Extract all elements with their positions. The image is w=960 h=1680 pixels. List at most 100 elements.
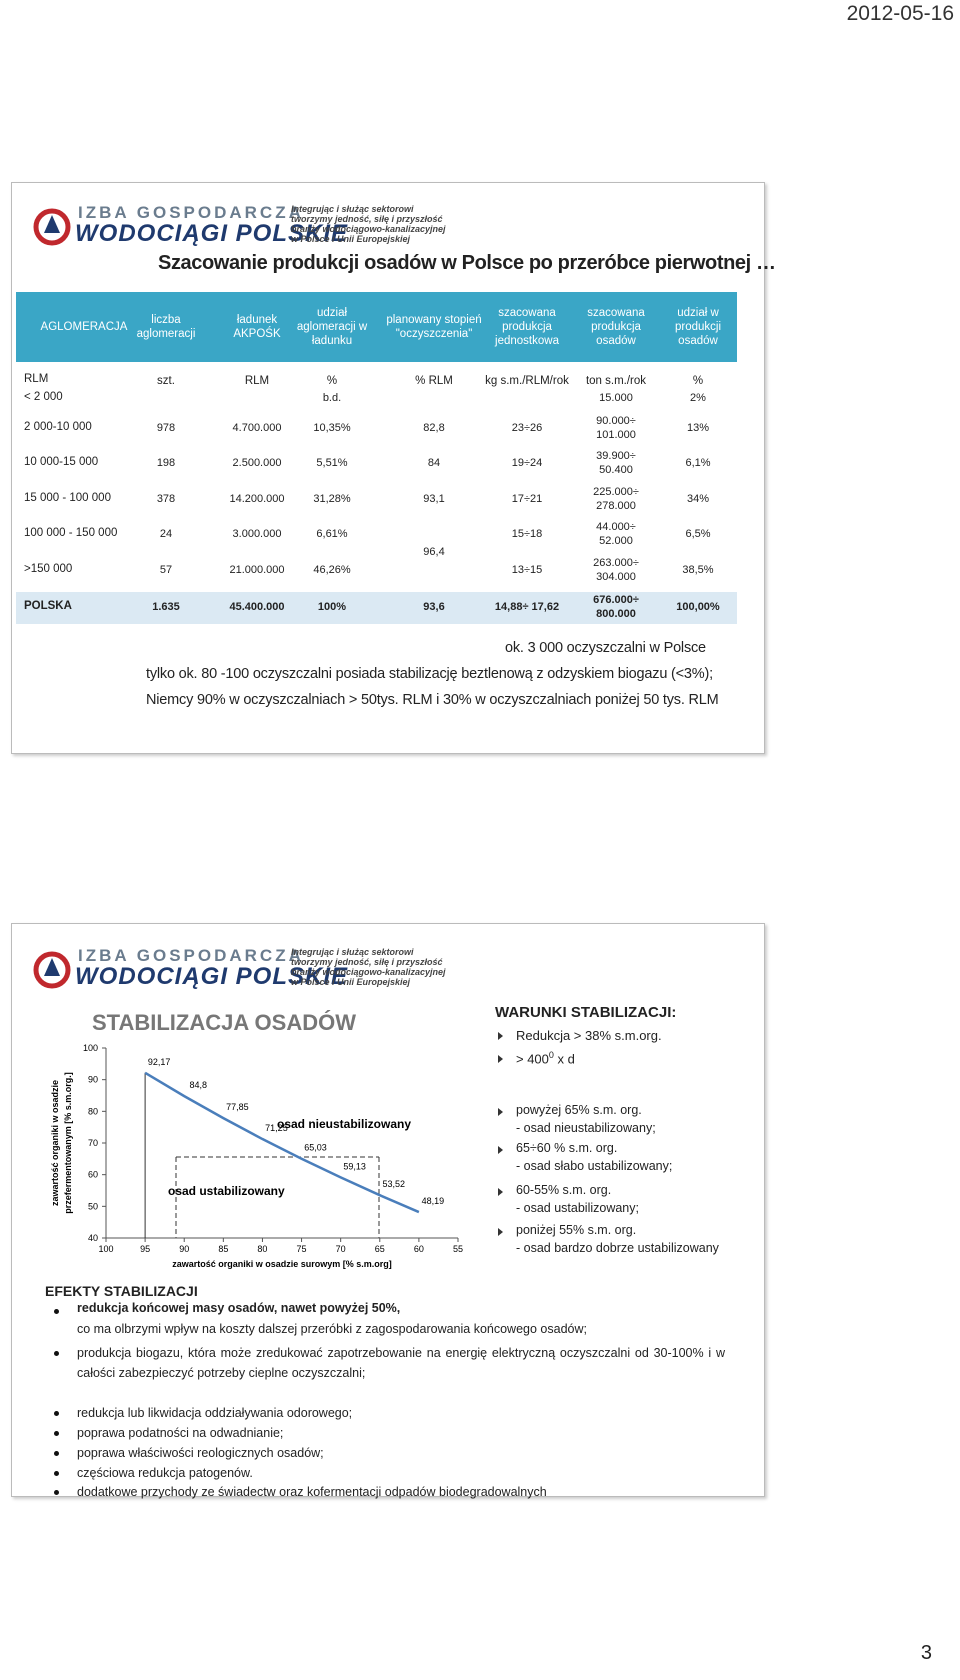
unit-cell: % bbox=[326, 375, 338, 387]
table-cell: 6,61% bbox=[316, 528, 348, 540]
row-label: 2 000-10 000 bbox=[24, 421, 92, 433]
table-header-cell: szacowana produkcja jednostkowa bbox=[495, 307, 559, 347]
bullet-arrow bbox=[498, 1146, 503, 1154]
table-cell: 15÷18 bbox=[511, 528, 543, 540]
table-cell: 14.200.000 bbox=[229, 493, 285, 505]
logo-tagline: tworzymy jedność, siłę i przyszłość bbox=[291, 957, 443, 967]
y-tick-label: 40 bbox=[88, 1233, 98, 1243]
logo-tagline-block: Integrując i służąc sektorowi tworzymy je… bbox=[291, 947, 446, 987]
table-cell: 23÷26 bbox=[511, 422, 543, 434]
condition-level: - osad słabo ustabilizowany; bbox=[516, 1159, 673, 1173]
bullet-dot bbox=[54, 1490, 59, 1495]
bullet-arrow bbox=[498, 1055, 503, 1063]
unit-cell: % bbox=[692, 375, 704, 387]
y-axis-label: zawartość organiki w osadzie bbox=[50, 1080, 60, 1206]
table-cell: 96,4 bbox=[423, 546, 445, 558]
table-cell: 17÷21 bbox=[511, 493, 543, 505]
x-tick-label: 90 bbox=[179, 1244, 189, 1254]
condition-text: x d bbox=[553, 1051, 575, 1067]
data-label: 59,13 bbox=[343, 1161, 366, 1171]
x-tick-label: 75 bbox=[297, 1244, 307, 1254]
x-tick-label: 80 bbox=[257, 1244, 267, 1254]
row-label: 10 000-15 000 bbox=[24, 456, 99, 468]
logo-tagline: branży wodociągowo-kanalizacyjnej bbox=[291, 224, 446, 234]
table-header-cell: udział w produkcji osadów bbox=[674, 307, 722, 347]
unit-cell: RLM bbox=[24, 373, 49, 385]
x-tick-label: 65 bbox=[375, 1244, 385, 1254]
condition-level: 65÷60 % s.m. org. bbox=[516, 1141, 618, 1155]
condition-level: poniżej 55% s.m. org. bbox=[516, 1223, 637, 1237]
table-cell: 45.400.000 bbox=[229, 601, 285, 613]
y-tick-label: 50 bbox=[88, 1201, 98, 1211]
x-tick-label: 95 bbox=[140, 1244, 150, 1254]
condition-level: powyżej 65% s.m. org. bbox=[516, 1103, 642, 1117]
unit-cell: szt. bbox=[157, 375, 175, 387]
date: 2012-05-16 bbox=[846, 2, 954, 25]
bullet-dot bbox=[54, 1309, 59, 1314]
table-cell: 100,00% bbox=[676, 601, 720, 613]
table-cell: 1.635 bbox=[152, 601, 180, 613]
bullet-dot bbox=[54, 1471, 59, 1476]
bullet-dot bbox=[54, 1451, 59, 1456]
table-cell: 38,5% bbox=[682, 564, 714, 576]
bullet-dot bbox=[54, 1411, 59, 1416]
logo-emblem bbox=[33, 951, 71, 989]
unit-cell: kg s.m./RLM/rok bbox=[485, 375, 569, 387]
data-label: 77,85 bbox=[226, 1102, 249, 1112]
data-label: 53,52 bbox=[383, 1179, 406, 1189]
table-cell: 93,1 bbox=[423, 493, 445, 505]
row-label: < 2 000 bbox=[24, 391, 63, 403]
data-label: 65,03 bbox=[304, 1143, 327, 1153]
table-cell: 4.700.000 bbox=[232, 422, 282, 434]
table-header-cell: udział aglomeracji w ładunku bbox=[296, 307, 368, 347]
table-cell: 6,1% bbox=[685, 457, 711, 469]
table-cell: 378 bbox=[156, 493, 176, 505]
y-tick-label: 60 bbox=[88, 1170, 98, 1180]
bullet-arrow bbox=[498, 1032, 503, 1040]
table-cell: 198 bbox=[156, 457, 176, 469]
x-tick-label: 55 bbox=[453, 1244, 463, 1254]
total-row-bg bbox=[16, 592, 737, 624]
table-cell: 44.000÷ 52.000 bbox=[596, 521, 636, 547]
logo-tagline: Integrując i służąc sektorowi bbox=[291, 204, 414, 214]
condition-item: > 4000 x d bbox=[516, 1050, 575, 1066]
effect-item: poprawa podatności na odwadnianie; bbox=[77, 1426, 284, 1440]
logo-line2: WODOCIĄGI POLSKIE bbox=[75, 220, 349, 247]
logo-tagline: w Polsce i Unii Europejskiej bbox=[291, 234, 411, 244]
table-cell: 84 bbox=[427, 457, 441, 469]
table-cell: 34% bbox=[686, 493, 710, 505]
logo-tagline: Integrując i służąc sektorowi bbox=[291, 947, 414, 957]
condition-level: - osad nieustabilizowany; bbox=[516, 1121, 656, 1135]
table-cell: 82,8 bbox=[423, 422, 445, 434]
condition-level: - osad ustabilizowany; bbox=[516, 1201, 639, 1215]
table-cell: 100% bbox=[317, 601, 347, 613]
x-tick-label: 85 bbox=[218, 1244, 228, 1254]
table-cell: 676.000÷ 800.000 bbox=[593, 594, 639, 620]
table-cell: 978 bbox=[156, 422, 176, 434]
y-tick-label: 80 bbox=[88, 1106, 98, 1116]
page-number: 3 bbox=[920, 1642, 932, 1664]
effect-item: dodatkowe przychody ze świadectw oraz ko… bbox=[77, 1485, 547, 1499]
y-tick-label: 100 bbox=[83, 1043, 98, 1053]
row-label: >150 000 bbox=[24, 563, 73, 575]
logo-line1: IZBA GOSPODARCZA bbox=[78, 946, 304, 965]
table-cell: 6,5% bbox=[685, 528, 711, 540]
effect-item: poprawa właściwości reologicznych osadów… bbox=[77, 1446, 324, 1460]
note: ok. 3 000 oczyszczalni w Polsce bbox=[505, 640, 706, 656]
line-series bbox=[144, 1071, 420, 1214]
unit-cell: % RLM bbox=[415, 375, 453, 387]
logo-tagline-block: Integrując i służąc sektorowi tworzymy je… bbox=[291, 204, 446, 244]
table-cell: 15.000 bbox=[599, 392, 633, 404]
table-cell: 39.900÷ 50.400 bbox=[596, 450, 636, 476]
table-header-cell: AGLOMERACJA bbox=[40, 321, 128, 333]
chart-title: STABILIZACJA OSADÓW bbox=[92, 1010, 356, 1035]
logo-emblem bbox=[33, 208, 71, 246]
table-cell: 21.000.000 bbox=[229, 564, 285, 576]
data-label: 84,8 bbox=[189, 1080, 207, 1090]
bullet-arrow bbox=[498, 1228, 503, 1236]
logo-line2: WODOCIĄGI POLSKIE bbox=[75, 963, 349, 990]
row-label: 100 000 - 150 000 bbox=[24, 527, 118, 539]
table-header-cell: ładunek AKPOŚK bbox=[233, 314, 281, 340]
conditions-title: WARUNKI STABILIZACJI: bbox=[495, 1004, 677, 1021]
